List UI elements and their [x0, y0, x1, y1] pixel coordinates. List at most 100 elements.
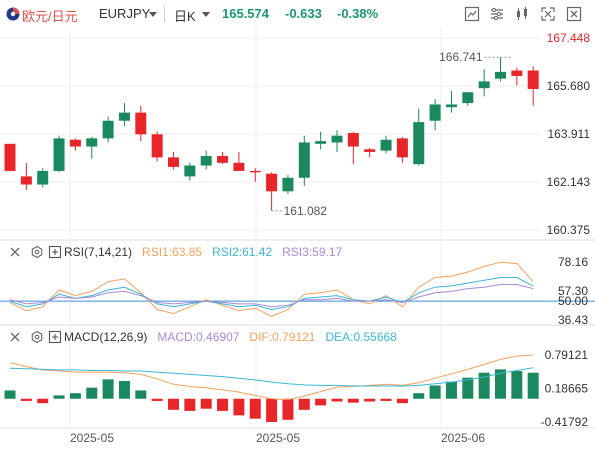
candle-body	[118, 112, 130, 121]
macd-histogram-bar	[478, 372, 490, 399]
macd-histogram-bar	[217, 398, 229, 411]
candle-body	[282, 177, 294, 192]
macd-indicator-name[interactable]: MACD(12,26,9)	[64, 330, 148, 344]
candle-body	[495, 71, 506, 79]
candle-body	[86, 138, 98, 147]
macd-dif-line	[9, 354, 534, 401]
dea-value: DEA:0.55668	[325, 330, 397, 344]
currency-flag-icon	[6, 7, 20, 21]
macd-histogram-bar	[135, 390, 147, 399]
time-tick-label: 2025-05	[256, 431, 300, 445]
macd-histogram-bar	[118, 381, 130, 399]
macd-histogram-bar	[364, 398, 376, 402]
indicator-box-icon[interactable]	[48, 330, 62, 344]
high-annotation: 166.741	[439, 50, 483, 64]
macd-histogram-bar	[69, 393, 81, 399]
hide-close-icon[interactable]	[8, 245, 22, 259]
candle-body	[233, 162, 245, 171]
candle-body	[347, 132, 359, 147]
candle-body	[102, 120, 114, 139]
macd-histogram-bar	[151, 398, 163, 401]
macd-histogram-bar	[168, 398, 179, 410]
candle-body	[380, 139, 392, 151]
candle-body	[462, 92, 474, 104]
low-annotation: 161.082	[284, 204, 328, 218]
price-change: -0.633	[285, 6, 322, 21]
macd-histogram-bar	[4, 390, 16, 399]
indicator-box-icon[interactable]	[48, 245, 62, 259]
macd-histogram-bar	[184, 398, 196, 411]
macd-histogram-bar	[396, 398, 408, 404]
macd-histogram-bar	[462, 377, 474, 399]
rsi-tick-label: 50.00	[558, 294, 588, 308]
candle-body	[315, 141, 327, 144]
macd-tick-label: 0.18665	[545, 381, 589, 395]
macd-value: MACD:0.46907	[157, 330, 240, 344]
candle-body	[429, 104, 441, 121]
compare-icon[interactable]	[489, 6, 505, 22]
price-tick-label: 162.143	[547, 175, 591, 189]
dif-value: DIF:0.79121	[249, 330, 316, 344]
macd-histogram-bar	[331, 398, 343, 402]
rsi3-value: RSI3:59.17	[282, 245, 343, 259]
macd-histogram-bar	[413, 393, 425, 399]
macd-histogram-bar	[200, 398, 212, 409]
settings-gear-icon[interactable]	[30, 330, 44, 344]
period-selector[interactable]: 日K	[174, 9, 196, 24]
candle-body	[413, 122, 425, 165]
rsi-tick-label: 36.43	[558, 313, 588, 327]
macd-histogram-bar	[380, 398, 392, 401]
macd-histogram-bar	[298, 398, 310, 410]
settings-gear-icon[interactable]	[30, 245, 44, 259]
macd-histogram-bar	[527, 372, 539, 399]
pair-name-cn[interactable]: 欧元/日元	[22, 9, 78, 24]
rsi-line-rsi3	[9, 284, 534, 308]
price-tick-label: 167.448	[547, 31, 591, 45]
candle-body	[69, 139, 81, 147]
macd-histogram-bar	[37, 398, 49, 404]
candle-body	[364, 149, 376, 152]
macd-histogram-bar	[511, 371, 523, 399]
macd-histogram-bar	[315, 398, 327, 406]
pair-symbol[interactable]: EURJPY	[99, 6, 151, 21]
candle-body	[200, 156, 212, 166]
candle-body	[168, 157, 179, 167]
candle-body	[184, 165, 196, 177]
macd-histogram-bar	[445, 381, 457, 399]
macd-histogram-bar	[20, 398, 32, 401]
close-icon[interactable]	[566, 6, 582, 22]
rsi1-value: RSI1:63.85	[142, 245, 203, 259]
period-dropdown-chevron-icon[interactable]	[202, 12, 210, 17]
time-tick-label: 2025-05	[70, 431, 114, 445]
candle-body	[217, 156, 229, 163]
candle-body	[37, 170, 49, 185]
candle-body	[527, 70, 539, 89]
candle-body	[478, 81, 490, 89]
hide-close-icon[interactable]	[8, 330, 22, 344]
macd-tick-label: -0.41792	[541, 415, 589, 429]
macd-histogram-bar	[86, 387, 98, 399]
time-tick-label: 2025-06	[441, 431, 485, 445]
macd-histogram-bar	[53, 395, 65, 399]
price-change-pct: -0.38%	[337, 6, 379, 21]
price-tick-label: 165.680	[547, 79, 591, 93]
macd-histogram-bar	[266, 398, 278, 422]
last-price: 165.574	[222, 6, 269, 21]
pair-dropdown-chevron-icon[interactable]	[149, 12, 157, 17]
settings-icon[interactable]	[514, 6, 530, 22]
candle-body	[53, 138, 65, 171]
rsi-line-rsi1	[9, 261, 534, 317]
macd-histogram-bar	[102, 379, 114, 399]
price-tick-label: 160.375	[547, 223, 591, 237]
candle-body	[249, 170, 261, 173]
indicator-icon[interactable]	[464, 6, 480, 22]
macd-histogram-bar	[495, 369, 506, 399]
candle-body	[298, 142, 310, 178]
macd-legend: MACD(12,26,9) MACD:0.46907 DIF:0.79121 D…	[0, 328, 397, 346]
candle-body	[511, 70, 523, 76]
fullscreen-icon[interactable]	[540, 6, 556, 22]
rsi2-value: RSI2:61.42	[212, 245, 273, 259]
chart-toolbar: 欧元/日元 EURJPY 日K 165.574 -0.633 -0.38%	[0, 0, 595, 28]
macd-histogram-bar	[233, 398, 245, 416]
rsi-indicator-name[interactable]: RSI(7,14,21)	[64, 245, 133, 259]
